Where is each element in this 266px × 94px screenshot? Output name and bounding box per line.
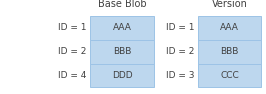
Bar [90, 64, 154, 87]
Text: BBB: BBB [220, 47, 239, 56]
Text: Version: Version [211, 0, 247, 9]
Bar [198, 64, 261, 87]
Text: AAA: AAA [113, 23, 132, 32]
Bar [198, 40, 261, 64]
Bar [90, 16, 154, 40]
Text: AAA: AAA [220, 23, 239, 32]
Text: ID = 4: ID = 4 [58, 71, 86, 80]
Text: ID = 3: ID = 3 [166, 71, 194, 80]
Text: ID = 1: ID = 1 [166, 23, 194, 32]
Text: ID = 1: ID = 1 [58, 23, 86, 32]
Text: BBB: BBB [113, 47, 132, 56]
Bar [198, 16, 261, 40]
Text: ID = 2: ID = 2 [166, 47, 194, 56]
Text: CCC: CCC [220, 71, 239, 80]
Text: DDD: DDD [112, 71, 133, 80]
Text: ID = 2: ID = 2 [58, 47, 86, 56]
Text: Base Blob: Base Blob [98, 0, 147, 9]
Bar [90, 40, 154, 64]
